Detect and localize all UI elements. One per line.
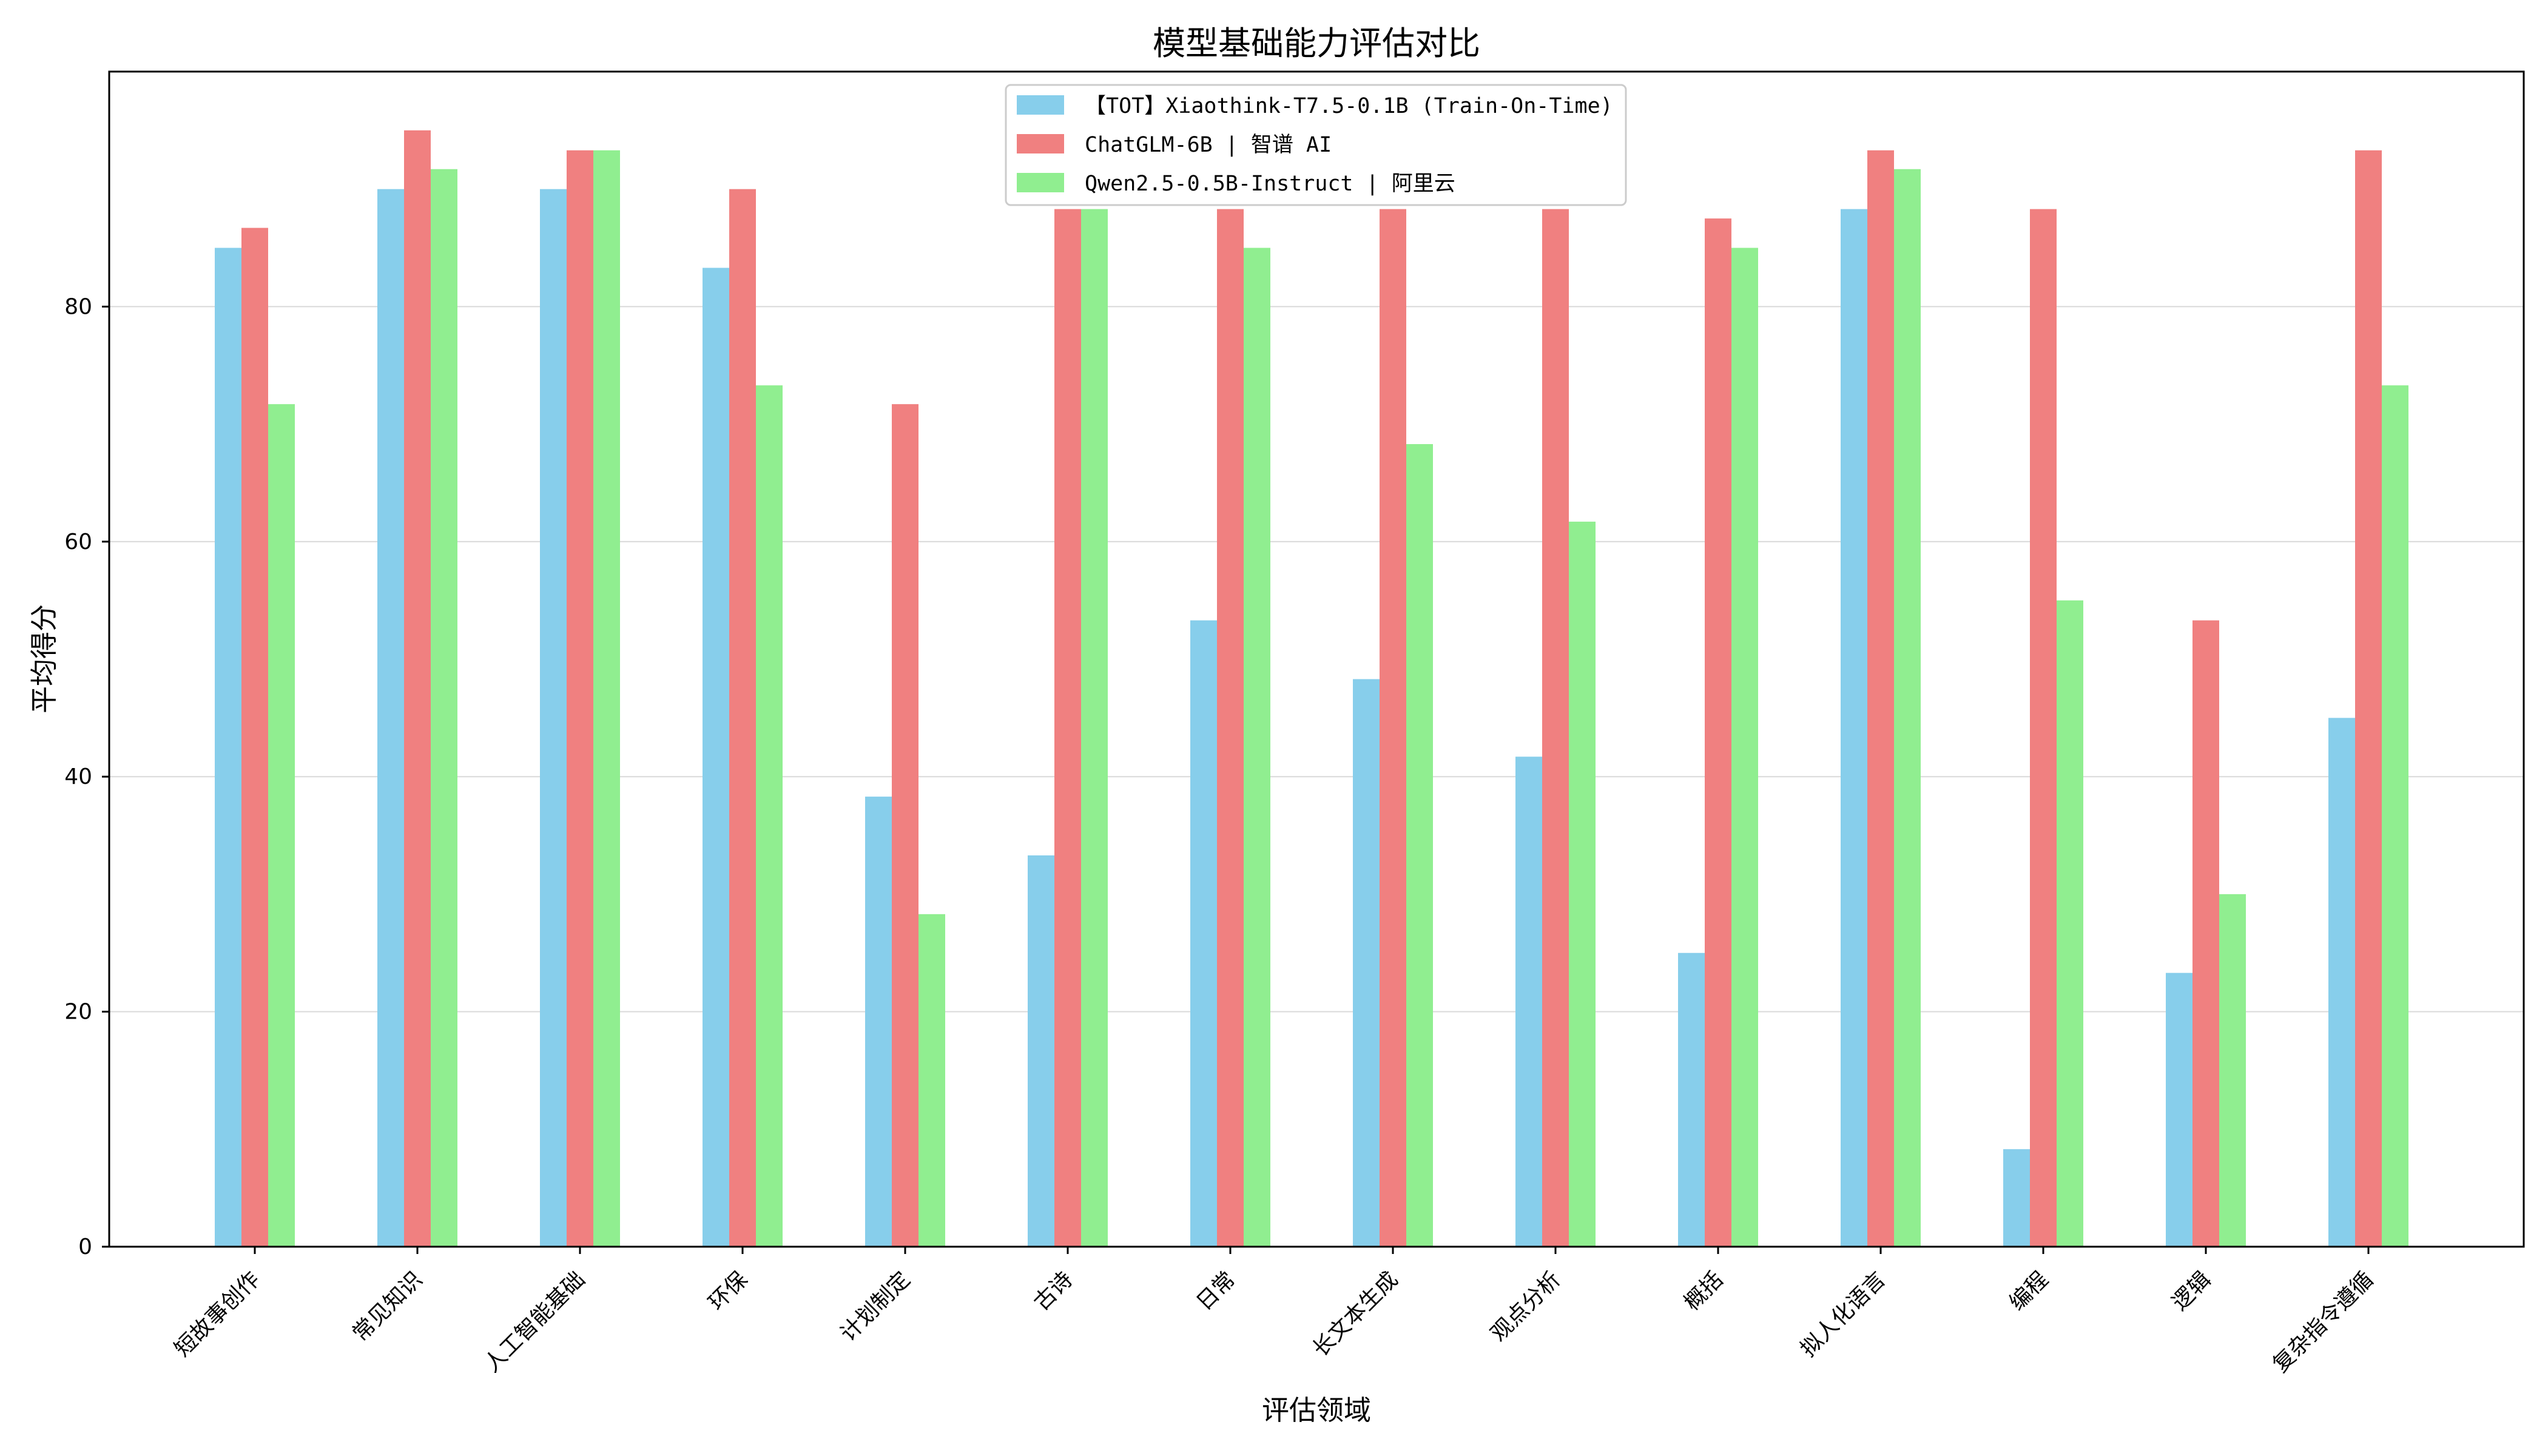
bar: [2382, 385, 2408, 1247]
bar: [2166, 972, 2192, 1247]
bar: [2355, 150, 2382, 1247]
x-tick-label: 观点分析: [1486, 1267, 1566, 1346]
bar: [1731, 248, 1758, 1247]
y-tick-label: 0: [78, 1235, 92, 1259]
chart-title: 模型基础能力评估对比: [1153, 24, 1480, 62]
x-tick-label: 复杂指令遵循: [2268, 1267, 2379, 1377]
bar: [1406, 444, 1433, 1247]
y-tick-label: 40: [64, 764, 92, 789]
legend: 【TOT】Xiaothink-T7.5-0.1B (Train-On-Time)…: [1005, 84, 1627, 206]
bar: [268, 404, 295, 1247]
bar: [2219, 894, 2246, 1247]
bar: [431, 169, 457, 1247]
bar: [1190, 620, 1217, 1247]
bar: [1542, 209, 1569, 1247]
x-tick-label: 概括: [1679, 1267, 1728, 1315]
bar: [865, 797, 892, 1247]
x-tick-label: 人工智能基础: [480, 1267, 590, 1377]
bar: [756, 385, 783, 1247]
x-tick-label: 逻辑: [2167, 1267, 2216, 1315]
y-axis-label: 平均得分: [28, 604, 60, 713]
bar: [1515, 757, 1542, 1247]
y-tick-label: 20: [64, 1000, 92, 1025]
legend-swatch-tot: [1017, 95, 1064, 115]
bar: [1244, 248, 1270, 1247]
bar: [1867, 150, 1894, 1247]
legend-label-qwen: Qwen2.5-0.5B-Instruct | 阿里云: [1085, 172, 1455, 196]
bar: [1081, 209, 1108, 1247]
bar: [1894, 169, 1921, 1247]
bar: [1380, 209, 1406, 1247]
bar: [892, 404, 918, 1247]
x-tick-label: 短故事创作: [170, 1267, 265, 1361]
bar: [593, 150, 620, 1247]
plot-frame: [108, 70, 2525, 1248]
bar: [729, 189, 756, 1247]
bar: [1353, 679, 1380, 1247]
y-tick-label: 60: [64, 530, 92, 554]
x-tick-label: 计划制定: [836, 1267, 915, 1346]
x-axis-label: 评估领域: [1262, 1394, 1371, 1426]
bar: [540, 189, 567, 1247]
bar: [1217, 209, 1244, 1247]
bar: [404, 130, 431, 1247]
x-tick-label: 长文本生成: [1308, 1267, 1403, 1361]
x-tick-label: 环保: [704, 1267, 752, 1315]
bar: [2003, 1149, 2030, 1247]
bar: [1705, 218, 1731, 1247]
legend-swatch-chatglm: [1017, 134, 1064, 153]
x-tick-label: 日常: [1191, 1267, 1240, 1315]
bar: [2057, 600, 2083, 1247]
bar: [2192, 620, 2219, 1247]
bars: [215, 130, 2408, 1247]
bar: [2030, 209, 2057, 1247]
bar: [567, 150, 593, 1247]
legend-swatch-qwen: [1017, 173, 1064, 192]
legend-label-tot: 【TOT】Xiaothink-T7.5-0.1B (Train-On-Time): [1085, 94, 1613, 118]
x-tick-label: 编程: [2004, 1267, 2053, 1315]
bar: [1028, 855, 1054, 1247]
bar: [215, 248, 241, 1247]
x-tick-label: 拟人化语言: [1796, 1267, 1890, 1361]
gridlines: [109, 306, 2524, 1013]
y-tick-label: 80: [64, 294, 92, 319]
legend-label-chatglm: ChatGLM-6B | 智谱 AI: [1085, 133, 1332, 157]
bar: [918, 914, 945, 1247]
x-tick-label: 古诗: [1029, 1267, 1077, 1315]
bar: [241, 228, 268, 1247]
legend-box: [1005, 84, 1627, 206]
bar: [1841, 209, 1867, 1247]
bar: [1678, 952, 1705, 1247]
bar: [703, 268, 729, 1247]
bar: [377, 189, 404, 1247]
bar: [1054, 209, 1081, 1247]
bar: [2328, 718, 2355, 1247]
bar: [1569, 521, 1596, 1247]
x-tick-label: 常见知识: [348, 1267, 428, 1346]
